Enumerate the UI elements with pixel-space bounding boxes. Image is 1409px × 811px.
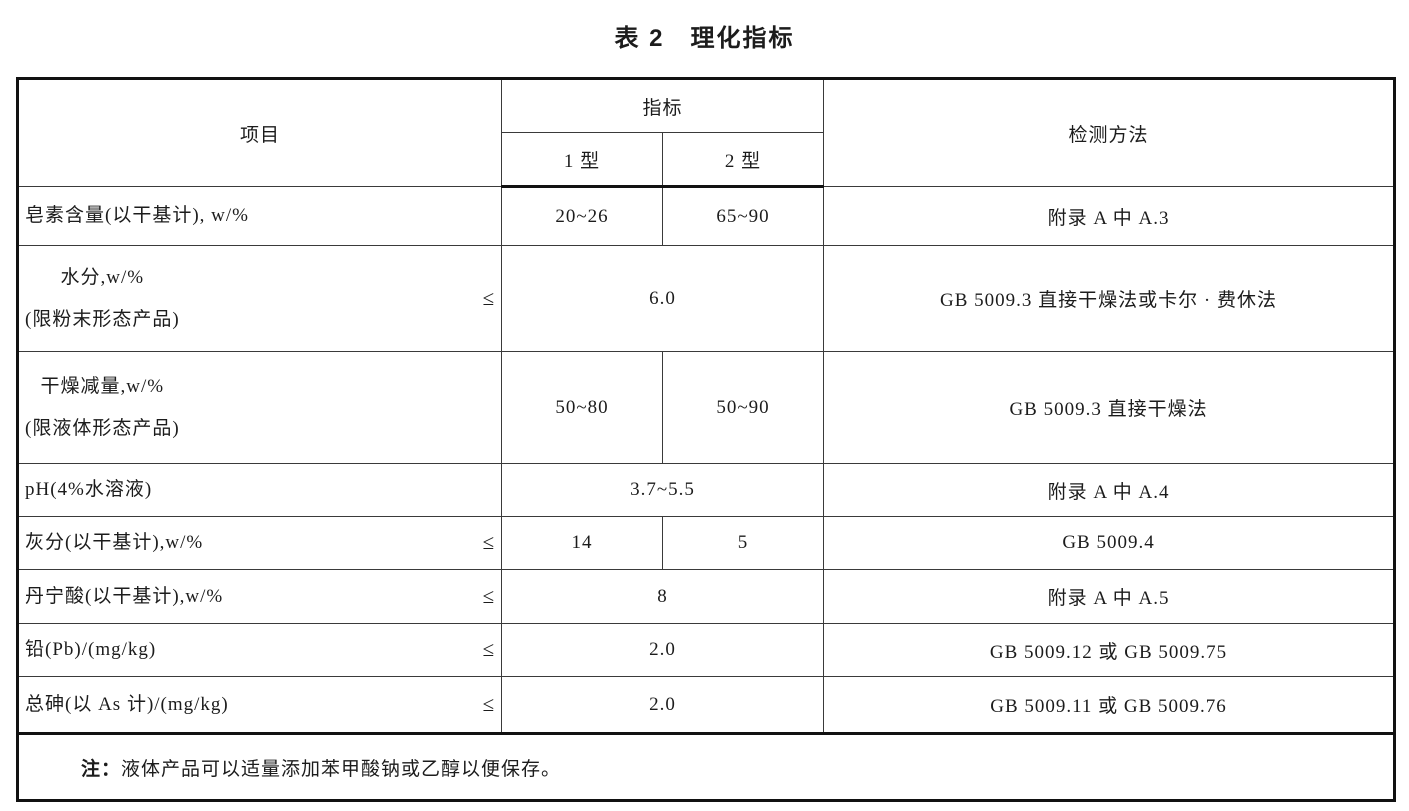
- method-cell: GB 5009.3 直接干燥法: [823, 351, 1396, 464]
- less-equal-symbol: ≤: [482, 691, 495, 716]
- item-cell: pH(4%水溶液): [17, 463, 502, 517]
- method-cell: GB 5009.4: [823, 516, 1396, 570]
- item-text: 铅(Pb)/(mg/kg): [25, 639, 157, 661]
- item-text-line2: (限液体形态产品): [25, 417, 180, 439]
- less-equal-symbol: ≤: [482, 286, 495, 310]
- item-text: 总砷(以 As 计)/(mg/kg): [25, 693, 229, 715]
- value-type1-cell: 14: [501, 516, 663, 570]
- note-cell: 注：液体产品可以适量添加苯甲酸钠或乙醇以便保存。: [16, 732, 1396, 801]
- value-merged-cell: 2.0: [500, 676, 825, 734]
- table-row: 丹宁酸(以干基计),w/% ≤ 8 附录 A 中 A.5: [17, 569, 1396, 624]
- item-text: 水分,w/%: [60, 266, 145, 288]
- item-cell: 皂素含量(以干基计), w/%: [17, 186, 502, 246]
- table-title: 表 2 理化指标: [614, 25, 795, 52]
- header-type2: 2 型: [661, 132, 825, 188]
- item-text: 干燥减量,w/%: [40, 375, 165, 397]
- value-type1-cell: 50~80: [501, 351, 663, 464]
- item-text-line2: (限粉末形态产品): [25, 308, 180, 330]
- method-cell: 附录 A 中 A.5: [823, 569, 1396, 624]
- header-method: 检测方法: [823, 78, 1396, 187]
- item-cell: 铅(Pb)/(mg/kg) ≤: [17, 623, 502, 677]
- value-type2-cell: 5: [661, 516, 825, 570]
- item-cell: 丹宁酸(以干基计),w/% ≤: [17, 569, 502, 624]
- less-equal-symbol: ≤: [482, 583, 495, 608]
- less-equal-symbol: ≤: [482, 637, 495, 662]
- item-text: pH(4%水溶液): [25, 479, 153, 501]
- value-type1-cell: 20~26: [501, 186, 663, 246]
- item-cell: 灰分(以干基计),w/% ≤: [17, 516, 502, 570]
- header-item: 项目: [17, 78, 502, 187]
- item-cell: 总砷(以 As 计)/(mg/kg) ≤: [17, 676, 502, 734]
- value-merged-cell: 6.0: [500, 245, 825, 352]
- value-merged-cell: 3.7~5.5: [500, 463, 825, 517]
- table-row: 灰分(以干基计),w/% ≤ 14 5 GB 5009.4: [17, 516, 1396, 570]
- item-text: 丹宁酸(以干基计),w/%: [25, 585, 224, 607]
- method-cell: 附录 A 中 A.4: [823, 463, 1396, 517]
- note-row: 注：液体产品可以适量添加苯甲酸钠或乙醇以便保存。: [16, 732, 1396, 801]
- note-label: 注：: [81, 758, 122, 780]
- physicochemical-indicators-table: 项目 指标 检测方法 1 型 2 型 皂素含量(以干基计), w/% 20~26…: [16, 77, 1397, 802]
- item-text: 皂素含量(以干基计), w/%: [25, 205, 249, 227]
- value-merged-cell: 8: [500, 569, 825, 624]
- value-type2-cell: 65~90: [661, 186, 825, 246]
- method-cell: GB 5009.11 或 GB 5009.76: [823, 676, 1396, 734]
- note-text: 液体产品可以适量添加苯甲酸钠或乙醇以便保存。: [121, 758, 562, 780]
- table-row: 干燥减量,w/% (限液体形态产品) 50~80 50~90 GB 5009.3…: [17, 351, 1396, 464]
- item-text: 灰分(以干基计),w/%: [25, 532, 204, 554]
- header-row-top: 项目 指标 检测方法: [17, 78, 1396, 187]
- item-cell: 干燥减量,w/% (限液体形态产品): [17, 351, 502, 464]
- header-row-sub: 1 型 2 型: [18, 132, 1395, 188]
- method-cell: GB 5009.12 或 GB 5009.75: [823, 623, 1396, 677]
- method-cell: GB 5009.3 直接干燥法或卡尔 · 费休法: [823, 245, 1396, 352]
- table-row: pH(4%水溶液) 3.7~5.5 附录 A 中 A.4: [17, 463, 1396, 517]
- item-cell: 水分,w/% (限粉末形态产品) ≤: [17, 245, 502, 352]
- table-row: 铅(Pb)/(mg/kg) ≤ 2.0 GB 5009.12 或 GB 5009…: [17, 623, 1396, 677]
- table-row: 水分,w/% (限粉末形态产品) ≤ 6.0 GB 5009.3 直接干燥法或卡…: [17, 245, 1396, 352]
- header-type1: 1 型: [501, 132, 663, 188]
- table-row: 皂素含量(以干基计), w/% 20~26 65~90 附录 A 中 A.3: [17, 186, 1396, 246]
- header-indicator: 指标: [500, 78, 825, 133]
- document-page: 表 2 理化指标 项目 指标 检测方法 1 型 2 型 皂素含量(以干基计), …: [16, 0, 1397, 802]
- method-cell: 附录 A 中 A.3: [823, 186, 1396, 246]
- value-type2-cell: 50~90: [661, 351, 825, 464]
- less-equal-symbol: ≤: [482, 530, 495, 555]
- value-merged-cell: 2.0: [500, 623, 825, 677]
- table-row: 总砷(以 As 计)/(mg/kg) ≤ 2.0 GB 5009.11 或 GB…: [17, 676, 1396, 734]
